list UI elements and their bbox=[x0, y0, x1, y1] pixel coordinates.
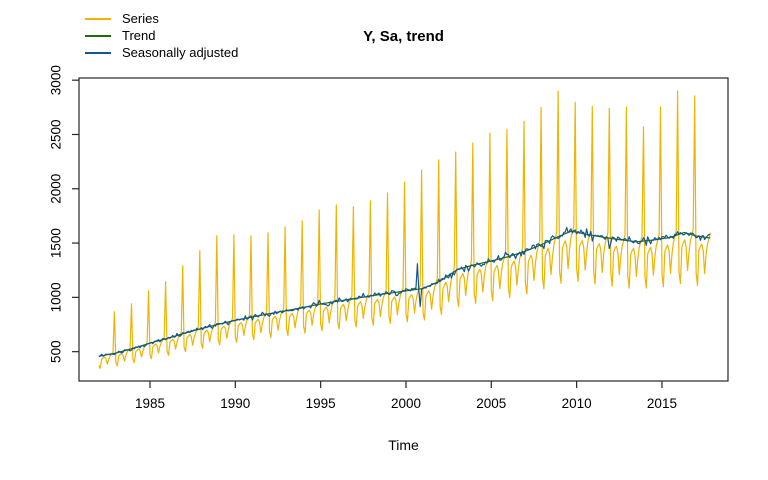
x-tick-label: 2010 bbox=[562, 396, 592, 411]
x-axis-title: Time bbox=[388, 437, 419, 453]
legend-line-series-swatch bbox=[85, 17, 111, 20]
legend-label-series: Series bbox=[122, 11, 159, 26]
legend-item-trend: Trend bbox=[85, 27, 238, 44]
x-tick-label: 1990 bbox=[220, 396, 250, 411]
y-tick-label: 3000 bbox=[49, 65, 64, 95]
legend-label-seasonally-adjusted: Seasonally adjusted bbox=[122, 45, 239, 60]
legend-line-trend-swatch bbox=[85, 34, 111, 37]
x-tick-label: 1995 bbox=[306, 396, 336, 411]
x-tick-label: 2015 bbox=[647, 396, 677, 411]
chart-title: Y, Sa, trend bbox=[363, 28, 444, 45]
x-tick-label: 2000 bbox=[391, 396, 421, 411]
legend-item-seasonally-adjusted: Seasonally adjusted bbox=[85, 44, 238, 61]
legend-item-series: Series bbox=[85, 10, 238, 27]
x-tick-label: 1985 bbox=[135, 396, 165, 411]
seasonally-adjusted-line bbox=[98, 226, 711, 358]
legend-line-sa-swatch bbox=[85, 51, 111, 54]
legend: Series Trend Seasonally adjusted bbox=[85, 10, 238, 61]
y-tick-label: 500 bbox=[49, 340, 64, 363]
y-tick-label: 1000 bbox=[49, 282, 64, 312]
trend-line bbox=[98, 230, 711, 357]
y-tick-label: 2500 bbox=[49, 119, 64, 149]
plot-box bbox=[78, 77, 729, 382]
legend-label-trend: Trend bbox=[122, 28, 156, 43]
y-tick-label: 2000 bbox=[49, 174, 64, 204]
series-line bbox=[98, 90, 711, 369]
y-tick-label: 1500 bbox=[49, 228, 64, 258]
x-tick-label: 2005 bbox=[476, 396, 506, 411]
